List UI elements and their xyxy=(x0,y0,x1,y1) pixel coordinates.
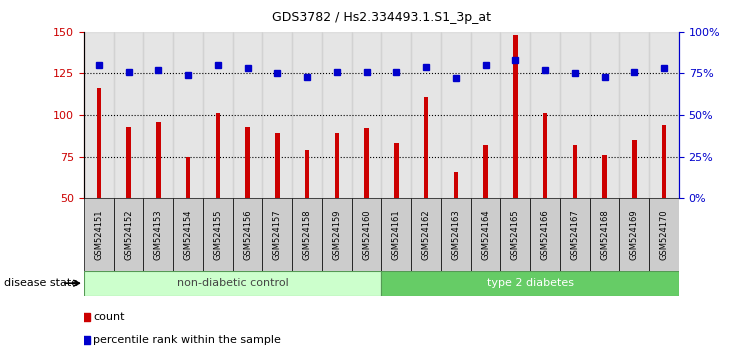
Bar xyxy=(441,198,471,271)
Text: GSM524168: GSM524168 xyxy=(600,209,609,260)
Bar xyxy=(84,32,114,198)
Bar xyxy=(126,127,131,198)
Bar xyxy=(513,35,518,198)
Bar xyxy=(334,133,339,198)
Bar xyxy=(560,198,590,271)
Bar xyxy=(233,32,263,198)
Bar xyxy=(649,32,679,198)
Text: GDS3782 / Hs2.334493.1.S1_3p_at: GDS3782 / Hs2.334493.1.S1_3p_at xyxy=(272,11,491,24)
Text: count: count xyxy=(93,312,125,322)
Bar xyxy=(381,198,411,271)
Bar xyxy=(530,198,560,271)
Bar xyxy=(364,129,369,198)
Bar xyxy=(156,122,161,198)
Bar xyxy=(590,198,619,271)
Bar xyxy=(441,32,471,198)
Text: GSM524161: GSM524161 xyxy=(392,209,401,260)
Text: GSM524166: GSM524166 xyxy=(540,209,550,260)
Text: GSM524162: GSM524162 xyxy=(421,209,431,260)
Bar xyxy=(215,113,220,198)
Bar xyxy=(543,113,548,198)
Bar xyxy=(501,198,530,271)
Bar xyxy=(275,133,280,198)
Bar xyxy=(453,172,458,198)
Bar xyxy=(649,198,679,271)
Bar xyxy=(143,32,173,198)
Text: GSM524152: GSM524152 xyxy=(124,209,133,260)
Bar xyxy=(602,155,607,198)
Text: non-diabetic control: non-diabetic control xyxy=(177,278,288,288)
Text: GSM524164: GSM524164 xyxy=(481,209,490,260)
Bar xyxy=(471,32,501,198)
Bar xyxy=(662,125,666,198)
Bar xyxy=(305,150,310,198)
Bar xyxy=(186,156,191,198)
Bar xyxy=(381,271,679,296)
Text: GSM524167: GSM524167 xyxy=(570,209,580,260)
Text: GSM524169: GSM524169 xyxy=(630,209,639,260)
Bar xyxy=(114,32,143,198)
Bar xyxy=(233,198,263,271)
Text: GSM524154: GSM524154 xyxy=(183,209,193,260)
Bar xyxy=(471,198,501,271)
Text: GSM524153: GSM524153 xyxy=(154,209,163,260)
Bar xyxy=(572,145,577,198)
Bar xyxy=(263,198,292,271)
Bar xyxy=(96,88,101,198)
Bar xyxy=(411,198,441,271)
Text: GSM524158: GSM524158 xyxy=(302,209,312,260)
Bar xyxy=(619,198,649,271)
Text: GSM524151: GSM524151 xyxy=(94,209,104,260)
Bar xyxy=(619,32,649,198)
Bar xyxy=(203,198,233,271)
Bar xyxy=(322,198,352,271)
Text: GSM524165: GSM524165 xyxy=(511,209,520,260)
Bar xyxy=(173,32,203,198)
Bar xyxy=(632,140,637,198)
Bar xyxy=(530,32,560,198)
Bar xyxy=(292,198,322,271)
Bar xyxy=(263,32,292,198)
Bar xyxy=(322,32,352,198)
Bar xyxy=(394,143,399,198)
Bar xyxy=(590,32,619,198)
Bar xyxy=(84,198,114,271)
Bar xyxy=(245,127,250,198)
Text: GSM524160: GSM524160 xyxy=(362,209,371,260)
Bar xyxy=(173,198,203,271)
Text: GSM524155: GSM524155 xyxy=(213,209,223,260)
Bar xyxy=(203,32,233,198)
Bar xyxy=(84,271,381,296)
Bar xyxy=(424,97,429,198)
Text: GSM524163: GSM524163 xyxy=(451,209,461,260)
Text: GSM524157: GSM524157 xyxy=(273,209,282,260)
Bar xyxy=(411,32,441,198)
Bar xyxy=(483,145,488,198)
Bar xyxy=(501,32,530,198)
Bar xyxy=(352,32,381,198)
Bar xyxy=(292,32,322,198)
Bar xyxy=(114,198,143,271)
Text: GSM524156: GSM524156 xyxy=(243,209,252,260)
Text: disease state: disease state xyxy=(4,278,78,288)
Bar xyxy=(381,32,411,198)
Text: GSM524159: GSM524159 xyxy=(332,209,342,260)
Bar xyxy=(352,198,381,271)
Text: percentile rank within the sample: percentile rank within the sample xyxy=(93,335,281,346)
Text: type 2 diabetes: type 2 diabetes xyxy=(487,278,574,288)
Bar xyxy=(560,32,590,198)
Text: GSM524170: GSM524170 xyxy=(659,209,669,260)
Bar xyxy=(143,198,173,271)
